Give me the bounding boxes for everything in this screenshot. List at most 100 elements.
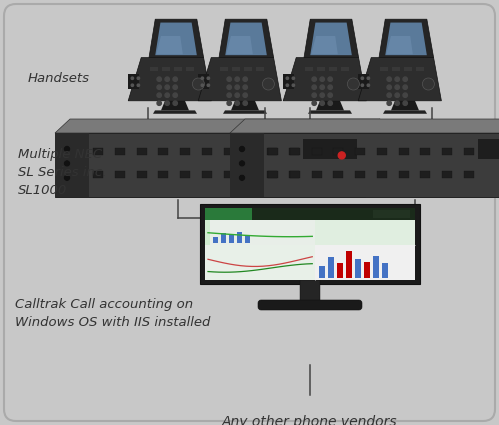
FancyBboxPatch shape <box>303 139 357 159</box>
FancyBboxPatch shape <box>267 148 277 155</box>
Circle shape <box>227 85 232 89</box>
Circle shape <box>387 85 391 89</box>
Circle shape <box>137 84 140 86</box>
Text: Multiple NEC
SL Series inc.
SL1000: Multiple NEC SL Series inc. SL1000 <box>18 148 106 197</box>
FancyBboxPatch shape <box>442 170 452 178</box>
FancyBboxPatch shape <box>300 280 320 305</box>
Text: Calltrak Call accounting on
Windows OS with IIS installed: Calltrak Call accounting on Windows OS w… <box>15 298 211 329</box>
Circle shape <box>312 101 316 105</box>
FancyBboxPatch shape <box>137 148 147 155</box>
Circle shape <box>262 78 274 90</box>
FancyBboxPatch shape <box>4 4 495 421</box>
Circle shape <box>239 160 246 167</box>
Circle shape <box>173 101 178 105</box>
Polygon shape <box>153 110 197 114</box>
FancyBboxPatch shape <box>392 67 400 71</box>
FancyBboxPatch shape <box>373 210 410 218</box>
FancyBboxPatch shape <box>162 67 170 71</box>
FancyBboxPatch shape <box>159 148 169 155</box>
FancyBboxPatch shape <box>55 133 365 197</box>
FancyBboxPatch shape <box>333 170 343 178</box>
FancyBboxPatch shape <box>224 170 234 178</box>
Circle shape <box>173 93 178 97</box>
FancyBboxPatch shape <box>333 148 343 155</box>
FancyBboxPatch shape <box>305 67 313 71</box>
Circle shape <box>422 78 435 90</box>
FancyBboxPatch shape <box>220 67 228 71</box>
Polygon shape <box>283 74 293 89</box>
Circle shape <box>395 77 399 82</box>
FancyBboxPatch shape <box>256 67 264 71</box>
Circle shape <box>207 77 210 79</box>
Circle shape <box>328 85 332 89</box>
FancyBboxPatch shape <box>290 170 300 178</box>
Circle shape <box>157 93 161 97</box>
Circle shape <box>387 93 391 97</box>
Polygon shape <box>308 110 352 114</box>
Circle shape <box>320 101 324 105</box>
Circle shape <box>320 77 324 82</box>
FancyBboxPatch shape <box>268 148 278 155</box>
Circle shape <box>63 145 70 153</box>
FancyBboxPatch shape <box>420 170 430 178</box>
Circle shape <box>243 93 248 97</box>
Circle shape <box>235 77 240 82</box>
Polygon shape <box>304 19 359 58</box>
FancyBboxPatch shape <box>115 170 125 178</box>
Circle shape <box>227 93 232 97</box>
Circle shape <box>157 77 161 82</box>
Circle shape <box>395 85 399 89</box>
Circle shape <box>395 93 399 97</box>
FancyBboxPatch shape <box>341 67 349 71</box>
Circle shape <box>239 174 246 181</box>
FancyBboxPatch shape <box>205 208 415 220</box>
FancyBboxPatch shape <box>289 148 299 155</box>
Polygon shape <box>223 110 267 114</box>
FancyBboxPatch shape <box>312 170 322 178</box>
FancyBboxPatch shape <box>186 67 194 71</box>
FancyBboxPatch shape <box>464 170 474 178</box>
Polygon shape <box>226 36 253 54</box>
FancyBboxPatch shape <box>230 133 264 197</box>
Circle shape <box>312 77 316 82</box>
FancyBboxPatch shape <box>205 246 315 280</box>
FancyBboxPatch shape <box>337 263 343 278</box>
FancyBboxPatch shape <box>355 259 361 278</box>
Polygon shape <box>231 101 259 110</box>
FancyBboxPatch shape <box>159 170 169 178</box>
Circle shape <box>292 77 294 79</box>
Circle shape <box>403 77 407 82</box>
Polygon shape <box>391 101 419 110</box>
Circle shape <box>367 84 370 86</box>
Circle shape <box>347 78 359 90</box>
Circle shape <box>320 93 324 97</box>
FancyBboxPatch shape <box>268 170 278 178</box>
FancyBboxPatch shape <box>205 208 415 280</box>
Text: Any other phone vendors: Any other phone vendors <box>222 415 398 425</box>
FancyBboxPatch shape <box>377 170 387 178</box>
Circle shape <box>361 84 364 86</box>
Circle shape <box>328 77 332 82</box>
Circle shape <box>173 85 178 89</box>
Circle shape <box>243 77 248 82</box>
FancyBboxPatch shape <box>244 67 252 71</box>
FancyBboxPatch shape <box>355 170 365 178</box>
Circle shape <box>387 101 391 105</box>
Circle shape <box>235 85 240 89</box>
Circle shape <box>63 160 70 167</box>
Circle shape <box>131 77 134 79</box>
Circle shape <box>173 77 178 82</box>
FancyBboxPatch shape <box>442 148 452 155</box>
Polygon shape <box>225 23 267 55</box>
Circle shape <box>328 93 332 97</box>
FancyBboxPatch shape <box>205 220 210 246</box>
FancyBboxPatch shape <box>319 266 325 278</box>
FancyBboxPatch shape <box>373 256 379 278</box>
Circle shape <box>387 77 391 82</box>
Circle shape <box>292 84 294 86</box>
Circle shape <box>165 85 169 89</box>
Polygon shape <box>283 58 366 101</box>
FancyBboxPatch shape <box>202 170 212 178</box>
Polygon shape <box>161 101 189 110</box>
FancyBboxPatch shape <box>317 67 325 71</box>
